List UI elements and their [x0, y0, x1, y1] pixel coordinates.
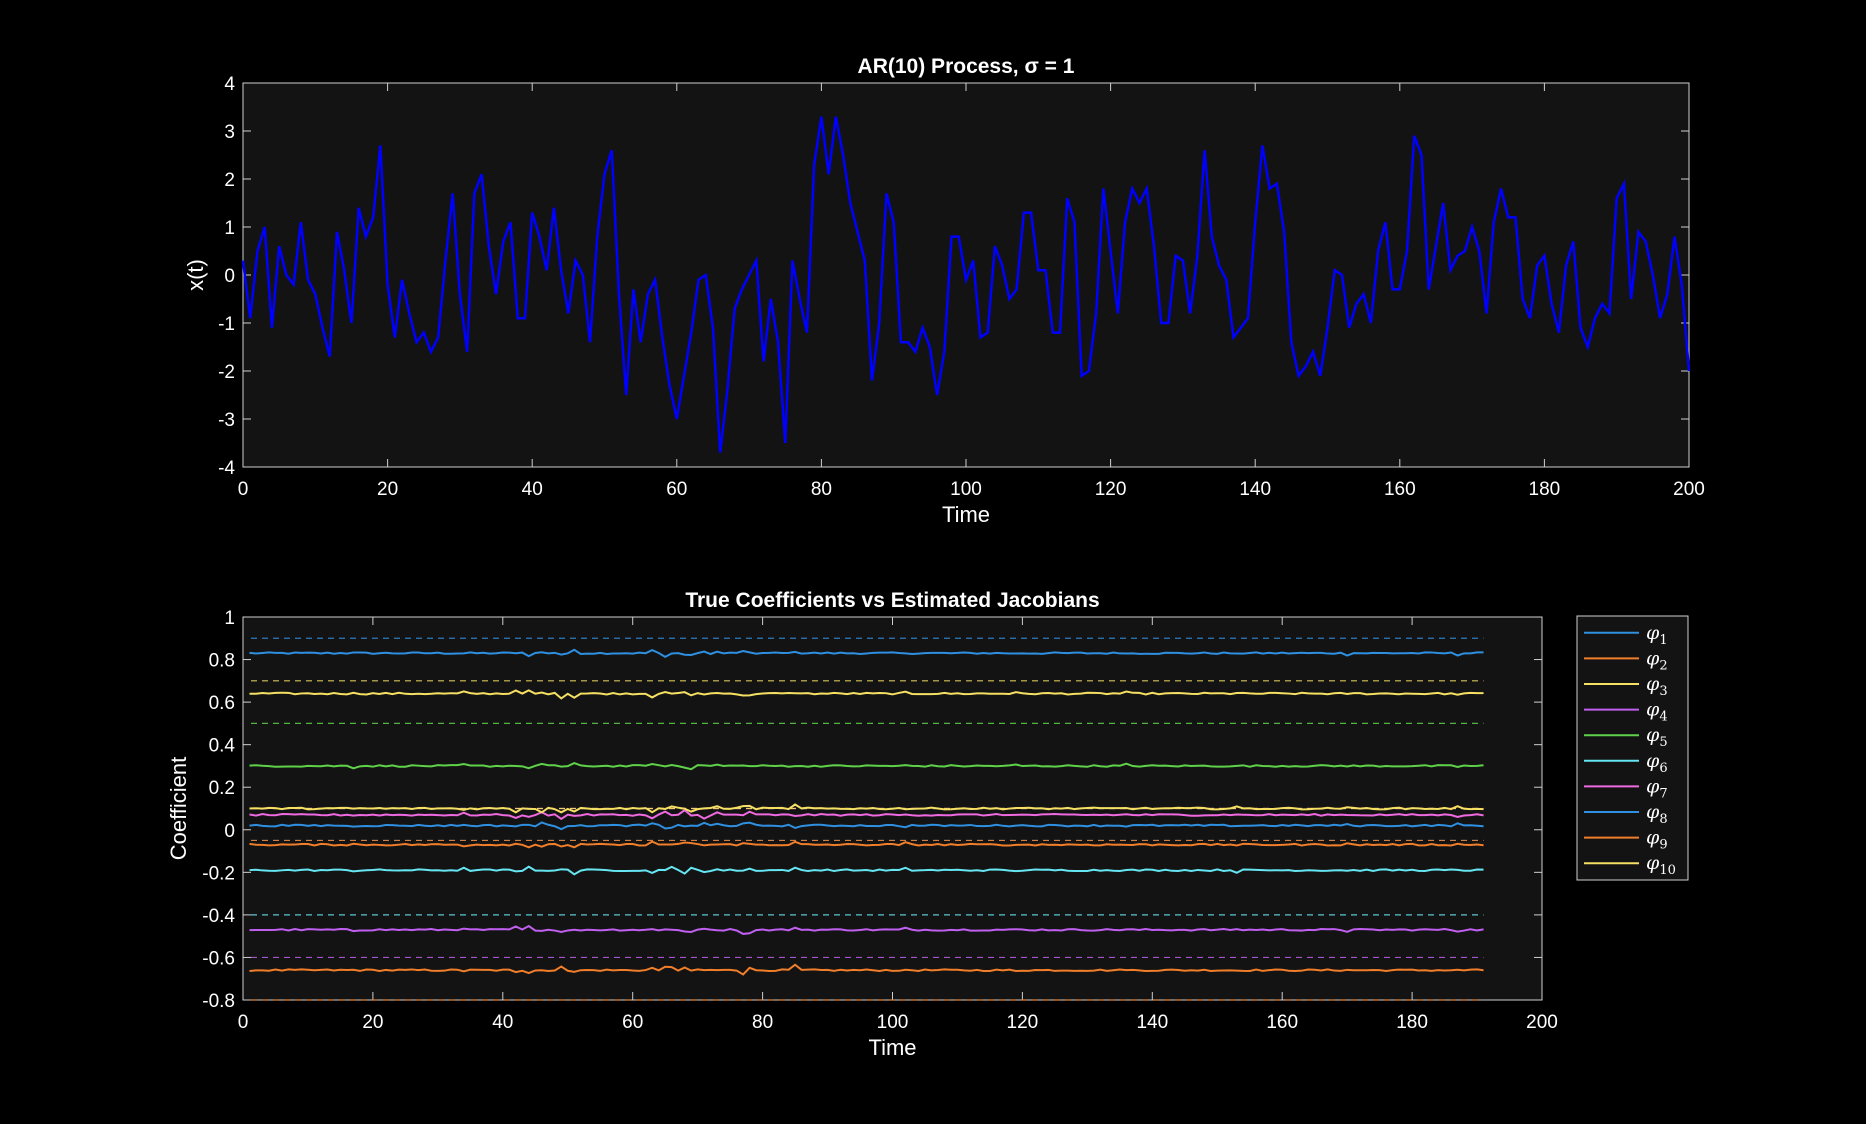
process-y-tick-label: -2 [218, 362, 235, 383]
coef-x-tick-label: 120 [1007, 1012, 1039, 1033]
coef-x-tick-label: 200 [1526, 1012, 1558, 1033]
process-plot-title: AR(10) Process, σ = 1 [858, 55, 1075, 78]
coef-y-tick-label: -0.4 [202, 906, 235, 927]
process-y-tick-label: -4 [218, 458, 235, 479]
coef-x-tick-label: 60 [622, 1012, 643, 1033]
legend-box [1576, 615, 1689, 881]
coef-x-tick-label: 100 [877, 1012, 909, 1033]
estimated-jacobian-line-phi8 [249, 821, 1484, 831]
process-y-tick-label: -3 [218, 410, 235, 431]
estimated-jacobian-line-phi6 [249, 865, 1484, 876]
legend-label-phi7: φ7 [1646, 775, 1668, 801]
process-y-tick-label: -1 [218, 314, 235, 335]
coef-x-tick-label: 160 [1266, 1012, 1298, 1033]
legend-label-phi2: φ2 [1646, 647, 1668, 673]
coef-y-tick-label: -0.2 [202, 863, 235, 884]
coefficient-plot-ticks: 0 20 40 60 80 100 120 140 160 180 200 -0.8 -0.6 -0.4 -… [202, 608, 1558, 1033]
process-x-tick-label: 200 [1673, 479, 1705, 500]
coef-x-tick-label: 0 [238, 1012, 249, 1033]
coefficient-x-axis-label: Time [868, 1035, 916, 1060]
coef-x-tick-label: 40 [492, 1012, 513, 1033]
process-x-tick-label: 20 [377, 479, 398, 500]
process-x-tick-label: 80 [811, 479, 832, 500]
coef-x-tick-label: 180 [1396, 1012, 1428, 1033]
coef-y-tick-label: 0.2 [209, 778, 235, 799]
process-y-tick-label: 4 [224, 74, 235, 95]
coefficient-series [249, 637, 1484, 1001]
coef-x-tick-label: 20 [362, 1012, 383, 1033]
process-y-tick-label: 3 [224, 122, 235, 143]
coefficient-y-axis-label: Coefficient [166, 757, 191, 861]
estimated-jacobian-line-phi7 [249, 808, 1484, 821]
estimated-jacobian-line-phi4 [249, 924, 1484, 935]
coefficient-plot: 0 20 40 60 80 100 120 140 160 180 200 -0.8 -0.6 -0.4 -… [166, 589, 1558, 1060]
coef-y-tick-label: 0.4 [209, 736, 236, 757]
legend-label-phi6: φ6 [1646, 750, 1668, 776]
estimated-jacobian-line-phi9 [249, 840, 1484, 849]
estimated-jacobian-line-phi5 [249, 761, 1484, 771]
legend-label-phi9: φ9 [1646, 827, 1668, 853]
process-x-tick-label: 140 [1239, 479, 1271, 500]
estimated-jacobian-line-phi10 [249, 803, 1484, 814]
process-plot-ticks: 0 20 40 60 80 100 120 140 160 180 200 -4 -3 -2 -1 0 1 2 3 4 [218, 74, 1705, 500]
coef-y-tick-label: 0.8 [209, 651, 235, 672]
coef-y-tick-label: -0.8 [202, 991, 235, 1012]
process-x-tick-label: 120 [1095, 479, 1127, 500]
coef-y-tick-label: 0.6 [209, 693, 235, 714]
coef-y-tick-label: 0 [224, 821, 235, 842]
process-y-tick-label: 2 [224, 170, 235, 191]
legend-label-phi8: φ8 [1646, 801, 1668, 827]
process-x-tick-label: 100 [950, 479, 982, 500]
process-x-axis-label: Time [942, 502, 990, 527]
legend-label-phi5: φ5 [1646, 724, 1668, 750]
coefficient-plot-title: True Coefficients vs Estimated Jacobians [685, 589, 1099, 612]
process-x-tick-label: 160 [1384, 479, 1416, 500]
process-x-tick-label: 0 [238, 479, 249, 500]
legend-label-phi4: φ4 [1646, 699, 1668, 725]
legend-label-phi10: φ10 [1646, 852, 1676, 878]
legend-label-phi1: φ1 [1646, 622, 1668, 648]
estimated-jacobian-line-phi2 [249, 963, 1484, 976]
process-y-tick-label: 1 [224, 218, 235, 239]
coef-y-tick-label: 1 [224, 608, 235, 629]
process-series-line [241, 116, 1691, 453]
process-x-tick-label: 60 [666, 479, 687, 500]
process-x-tick-label: 40 [522, 479, 543, 500]
process-plot: 0 20 40 60 80 100 120 140 160 180 200 -4 -3 -2 -1 0 1 2 3 4… [183, 55, 1705, 527]
coef-x-tick-label: 80 [752, 1012, 773, 1033]
estimated-jacobian-line-phi1 [249, 648, 1484, 659]
process-y-tick-label: 0 [224, 266, 235, 287]
legend-label-phi3: φ3 [1646, 673, 1668, 699]
process-x-tick-label: 180 [1529, 479, 1561, 500]
coef-x-tick-label: 140 [1136, 1012, 1168, 1033]
coef-y-tick-label: -0.6 [202, 948, 235, 969]
estimated-jacobian-line-phi3 [249, 689, 1484, 700]
process-y-axis-label: x(t) [183, 259, 208, 291]
